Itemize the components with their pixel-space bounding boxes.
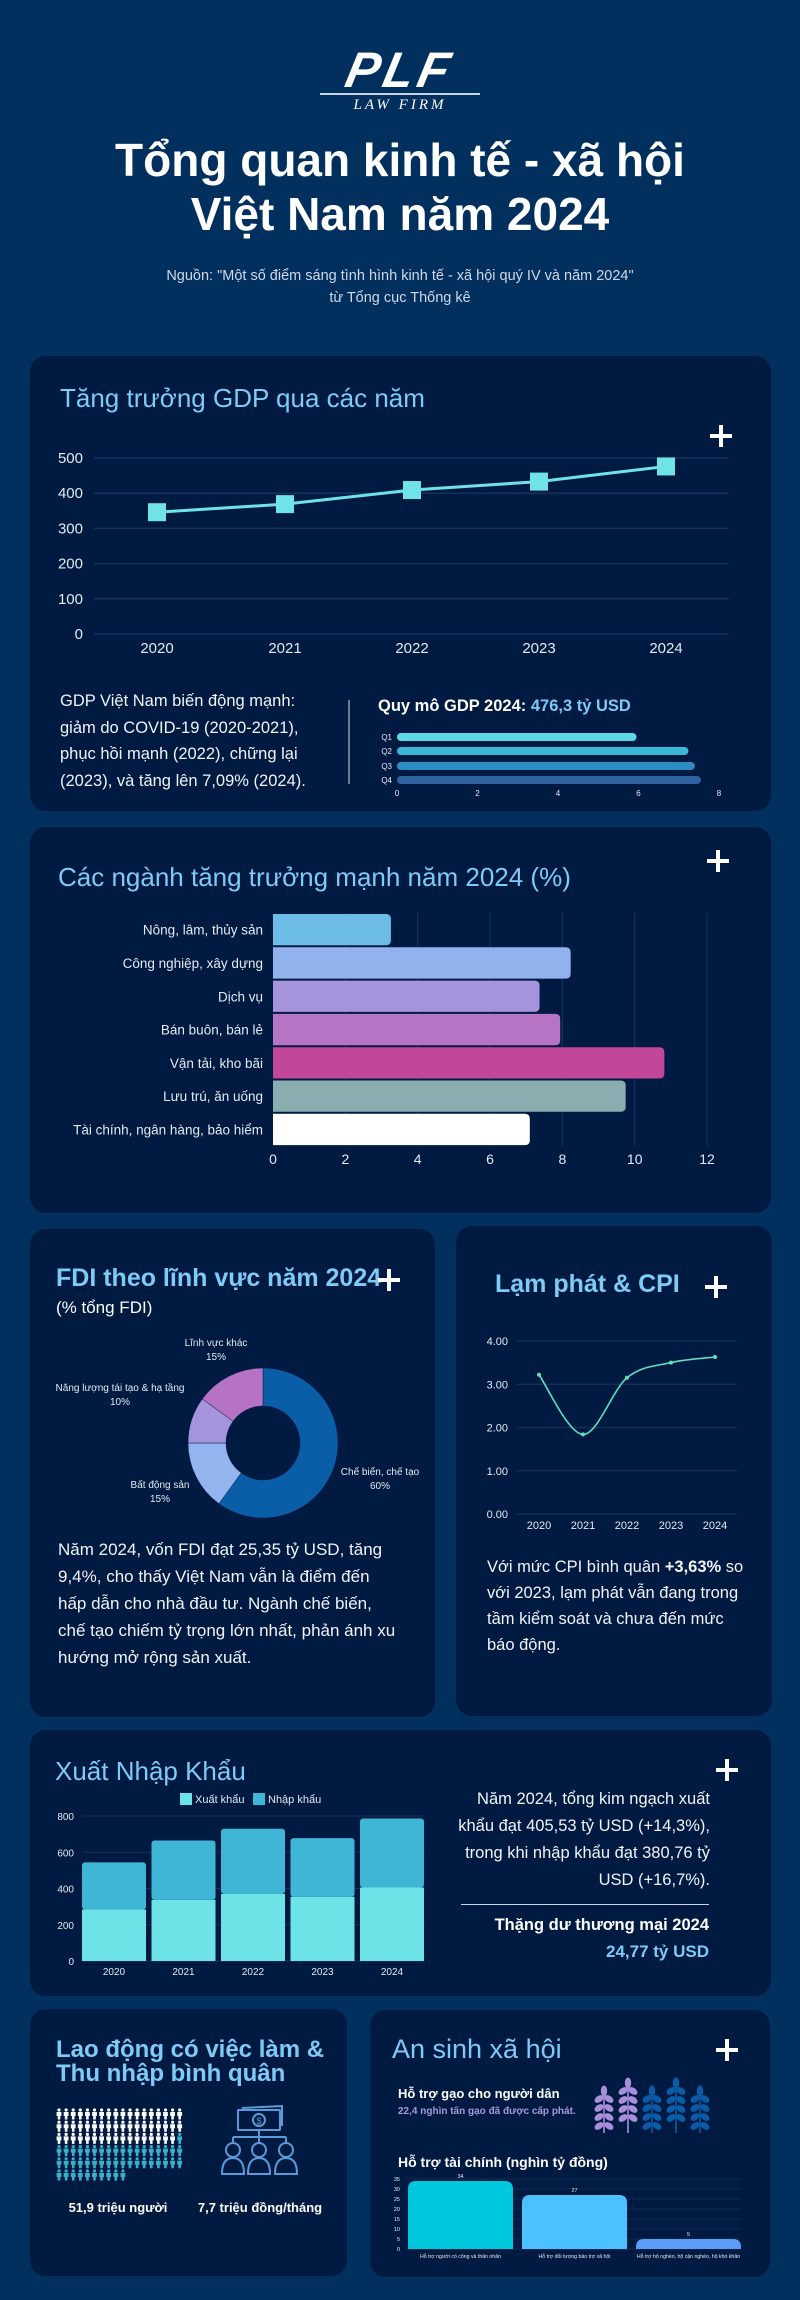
expand-trade-button[interactable] — [716, 1759, 738, 1781]
expand-cpi-button[interactable] — [705, 1276, 727, 1298]
labor-card — [30, 2009, 347, 2276]
source-note: Nguồn: "Một số điểm sáng tình hình kinh … — [0, 265, 800, 309]
source-link[interactable]: Một số điểm sáng tình hình kinh tế - xã … — [222, 268, 629, 284]
page-title-line2: Việt Nam năm 2024 — [190, 188, 610, 240]
trade-title: Xuất Nhập Khẩu — [55, 1756, 246, 1786]
fdi-title: FDI theo lĩnh vực năm 2024 — [56, 1264, 382, 1292]
trade-surplus-label: Thặng dư thương mại 2024 — [494, 1916, 709, 1934]
welfare-title: An sinh xã hội — [392, 2034, 562, 2064]
page-title-line1: Tổng quan kinh tế - xã hội — [115, 134, 685, 186]
trade-divider — [461, 1904, 709, 1905]
expand-gdp-button[interactable] — [710, 425, 732, 447]
rice-support-desc: 22,4 nghìn tấn gạo đã được cấp phát. — [398, 2106, 576, 2117]
rice-support-title: Hỗ trợ gạo cho người dân — [398, 2086, 560, 2101]
cpi-title: Lạm phát & CPI — [495, 1270, 680, 1298]
fdi-description: Năm 2024, vốn FDI đạt 25,35 tỷ USD, tăng… — [58, 1540, 396, 1667]
page-title: Tổng quan kinh tế - xã hội Việt Nam năm … — [0, 133, 800, 241]
gdp-size-value: 476,3 tỷ USD — [530, 697, 631, 715]
labor-title: Lao động có việc làm & Thu nhập bình quâ… — [56, 2036, 325, 2087]
logo: PLF LAW FIRM — [0, 42, 800, 114]
logo-divider — [320, 93, 480, 95]
expand-sectors-button[interactable] — [707, 850, 729, 872]
expand-fdi-button[interactable] — [378, 1269, 400, 1291]
fdi-subtitle: (% tổng FDI) — [56, 1298, 153, 1317]
svg-text:$: $ — [256, 2116, 261, 2126]
gdp-divider — [348, 700, 350, 784]
gdp-size-label: Quy mô GDP 2024: — [378, 697, 531, 715]
source-publisher: từ Tổng cục Thống kê — [329, 290, 471, 306]
trade-description: Năm 2024, tổng kim ngạch xuất khẩu đạt 4… — [458, 1790, 710, 1889]
average-income: 7,7 triệu đồng/tháng — [197, 2200, 323, 2215]
expand-welfare-button[interactable] — [716, 2039, 738, 2061]
gdp-title: Tăng trưởng GDP qua các năm — [60, 383, 425, 413]
trade-surplus-value: 24,77 tỷ USD — [606, 1942, 709, 1961]
gdp-size: Quy mô GDP 2024: 476,3 tỷ USD — [378, 697, 631, 716]
gdp-description: GDP Việt Nam biến động mạnh: giảm do COV… — [60, 692, 306, 790]
cpi-description: Với mức CPI bình quân +3,63% so với 2023… — [487, 1558, 744, 1654]
employed-count: 51,9 triệu người — [68, 2200, 168, 2215]
logo-subtitle: LAW FIRM — [353, 97, 447, 113]
sectors-title: Các ngành tăng trưởng mạnh năm 2024 (%) — [58, 862, 571, 892]
cpi-value: +3,63% — [664, 1558, 722, 1576]
logo-mark: PLF — [340, 42, 460, 98]
finance-support-title: Hỗ trợ tài chính (nghìn tỷ đồng) — [398, 2154, 608, 2170]
money-distribution-icon: $ — [220, 2104, 299, 2175]
